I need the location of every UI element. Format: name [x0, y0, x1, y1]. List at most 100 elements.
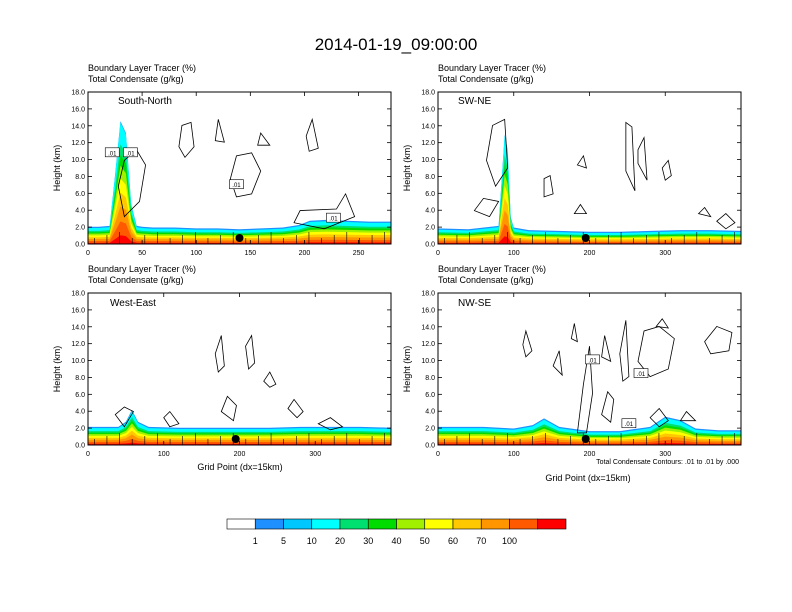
x-tick-label: 100: [508, 451, 520, 458]
x-tick-label: 0: [436, 451, 440, 458]
panel-title: NW-SE: [458, 298, 491, 309]
condensate-contour: [552, 350, 563, 377]
x-tick-label: 200: [299, 250, 311, 257]
condensate-contour: [522, 329, 533, 358]
x-tick-label: 300: [309, 451, 321, 458]
contour-label-box: [621, 418, 637, 429]
condensate-contour: [601, 390, 615, 423]
panel-title: South-North: [118, 96, 172, 107]
colorbar-label: 5: [281, 536, 286, 546]
condensate-contour: [619, 320, 630, 382]
y-tick-label: 4.0: [75, 409, 85, 416]
colorbar-swatch: [396, 518, 426, 530]
x-tick-label: 300: [659, 250, 671, 257]
x-tick-label: 200: [234, 451, 246, 458]
y-tick-label: 12.0: [71, 140, 85, 147]
contour-label: .01: [637, 372, 646, 378]
x-tick-label: 100: [508, 250, 520, 257]
colorbar: 1 5 10 20 30 40 50 60 70 100: [226, 518, 567, 546]
tracer-layer-7: [438, 236, 741, 244]
y-tick-label: 18.0: [421, 90, 435, 97]
y-tick-label: 2.0: [425, 225, 435, 232]
condensate-contour: [637, 325, 675, 378]
x-tick-label: 150: [244, 250, 256, 257]
condensate-contour: [287, 398, 304, 419]
colorbar-label: 1: [253, 536, 258, 546]
condensate-contour: [220, 395, 237, 422]
contour-label: .01: [126, 151, 135, 157]
y-tick-label: 16.0: [421, 106, 435, 113]
y-tick-label: 12.0: [421, 341, 435, 348]
colorbar-label: 40: [391, 536, 401, 546]
y-tick-label: 14.0: [71, 324, 85, 331]
y-tick-label: 6.0: [425, 392, 435, 399]
y-axis-label: Height (km): [52, 346, 62, 393]
y-axis-label: Height (km): [402, 346, 412, 393]
condensate-contour: [305, 117, 319, 152]
colorbar-swatch: [480, 518, 510, 530]
location-marker: [581, 435, 590, 443]
y-tick-label: 18.0: [71, 291, 85, 298]
tracer-layer-blue: [438, 134, 741, 244]
y-tick-label: 12.0: [421, 140, 435, 147]
panel-subtitle-line2: Total Condensate (g/kg): [88, 74, 184, 84]
colorbar-swatch: [367, 518, 397, 530]
contour-label-box: [229, 179, 244, 190]
colorbar-swatch: [283, 518, 313, 530]
y-tick-label: 2.0: [425, 426, 435, 433]
y-tick-label: 4.0: [75, 208, 85, 215]
y-tick-label: 14.0: [71, 123, 85, 130]
colorbar-swatch: [311, 518, 341, 530]
plot-frame: [437, 292, 742, 446]
colorbar-label: 20: [335, 536, 345, 546]
x-tick-label: 100: [158, 451, 170, 458]
y-tick-label: 8.0: [425, 174, 435, 181]
condensate-contour: [661, 159, 672, 181]
condensate-contour: [649, 407, 669, 428]
condensate-contour: [317, 417, 344, 431]
contour-label: .01: [588, 358, 597, 364]
panel-west-east: Boundary Layer Tracer (%) Total Condensa…: [52, 264, 392, 472]
y-tick-label: 6.0: [425, 191, 435, 198]
panel-sw-ne: Boundary Layer Tracer (%) Total Condensa…: [402, 63, 742, 257]
panel-subtitle-line2: Total Condensate (g/kg): [88, 275, 184, 285]
colorbar-label: 30: [363, 536, 373, 546]
plot-area: [88, 117, 391, 244]
x-tick-label: 200: [584, 451, 596, 458]
y-tick-label: 16.0: [71, 307, 85, 314]
y-tick-label: 6.0: [75, 191, 85, 198]
condensate-contour: [576, 154, 588, 169]
plot-frame: [87, 91, 392, 245]
x-tick-label: 0: [436, 250, 440, 257]
colorbar-label: 70: [476, 536, 486, 546]
location-marker: [231, 435, 240, 443]
panel-subtitle-line1: Boundary Layer Tracer (%): [438, 264, 546, 274]
colorbar-swatch: [537, 518, 567, 530]
tracer-layer-5: [438, 210, 741, 244]
condensate-contour: [601, 335, 612, 363]
x-tick-label: 0: [86, 451, 90, 458]
x-tick-label: 50: [138, 250, 146, 257]
contour-label: .01: [625, 422, 634, 428]
panel-title: SW-NE: [458, 96, 491, 107]
plot-frame: [437, 91, 742, 245]
y-tick-label: 18.0: [421, 291, 435, 298]
panel-nw-se: Boundary Layer Tracer (%) Total Condensa…: [402, 264, 742, 483]
condensate-contour: [229, 152, 262, 198]
contour-label-box: [104, 147, 120, 158]
condensate-contour: [704, 325, 733, 355]
y-tick-label: 10.0: [421, 358, 435, 365]
panel-subtitle-line2: Total Condensate (g/kg): [438, 74, 534, 84]
y-axis-label: Height (km): [52, 145, 62, 192]
y-tick-label: 10.0: [71, 157, 85, 164]
panel-subtitle-line1: Boundary Layer Tracer (%): [438, 63, 546, 73]
tracer-layer-4: [438, 198, 741, 244]
y-tick-label: 2.0: [75, 225, 85, 232]
figure-title: 2014-01-19_09:00:00: [315, 35, 478, 54]
colorbar-swatch: [452, 518, 482, 530]
panel-south-north: Boundary Layer Tracer (%) Total Condensa…: [52, 63, 392, 257]
x-tick-label: 100: [190, 250, 202, 257]
y-tick-label: 8.0: [75, 174, 85, 181]
contour-label: .01: [108, 151, 117, 157]
condensate-contour: [293, 192, 356, 230]
